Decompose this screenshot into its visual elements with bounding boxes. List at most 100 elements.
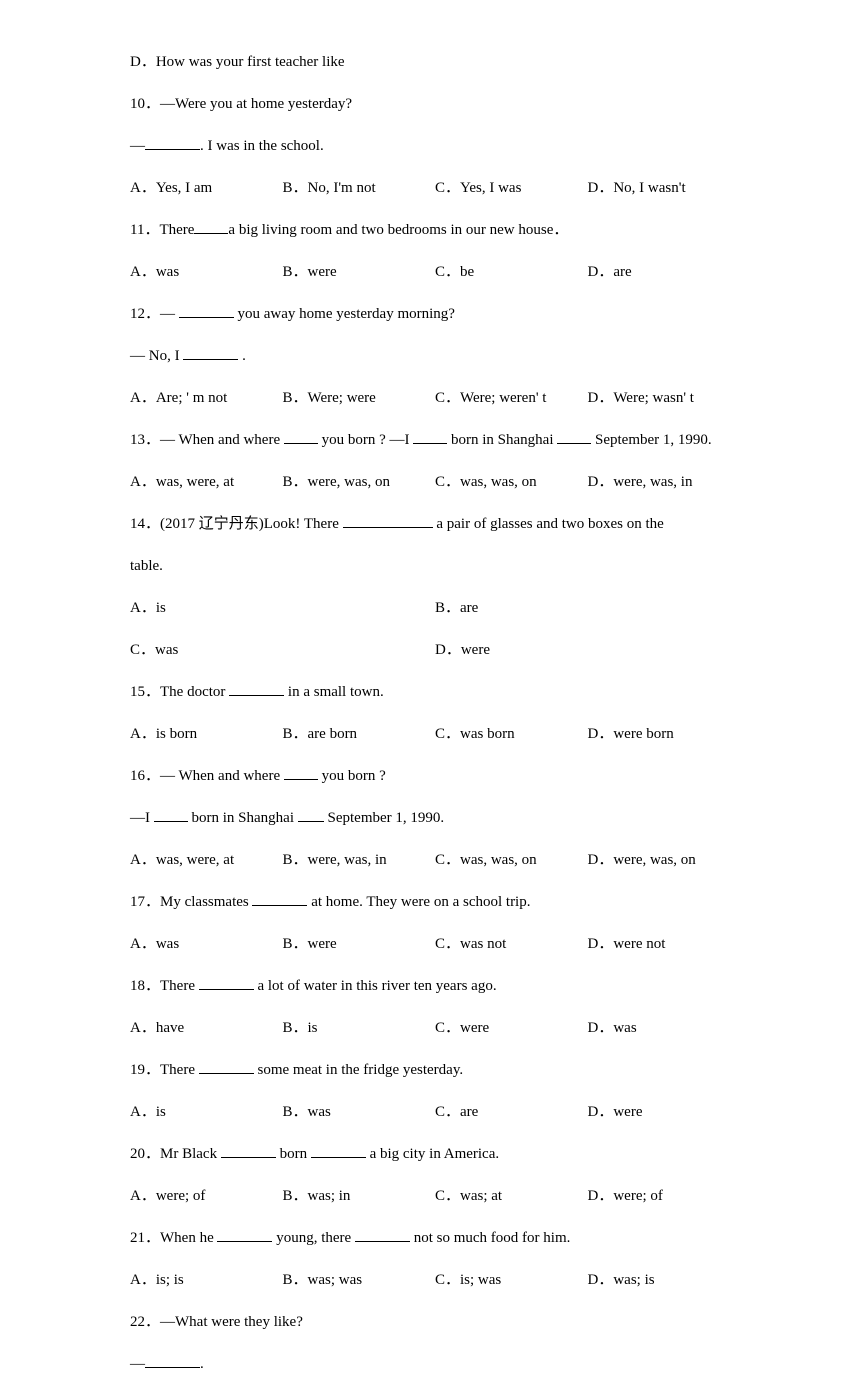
q14-options-2: C．was D．were — [130, 638, 740, 662]
blank — [284, 766, 318, 780]
q11-stem: 11．Therea big living room and two bedroo… — [130, 218, 740, 242]
q14-stem-2: table. — [130, 554, 740, 578]
q14-text-a: 14．(2017 辽宁丹东)Look! There — [130, 516, 343, 532]
blank — [194, 220, 228, 234]
q21-option-a: A．is; is — [130, 1268, 283, 1292]
q16-option-c: C．was, was, on — [435, 848, 588, 872]
q10-option-a: A．Yes, I am — [130, 176, 283, 200]
q11-option-d: D．are — [588, 260, 741, 284]
q17-options: A．was B．were C．was not D．were not — [130, 932, 740, 956]
q17-stem: 17．My classmates at home. They were on a… — [130, 890, 740, 914]
blank — [355, 1228, 410, 1242]
q14-options-1: A．is B．are — [130, 596, 740, 620]
blank — [284, 430, 318, 444]
blank — [343, 514, 433, 528]
q12-options: A．Are; ' m not B．Were; were C．Were; were… — [130, 386, 740, 410]
q16-option-d: D．were, was, on — [588, 848, 741, 872]
blank — [229, 682, 284, 696]
q21-text-a: 21．When he — [130, 1230, 217, 1246]
q14-option-c: C．was — [130, 638, 435, 662]
q14-stem-1: 14．(2017 辽宁丹东)Look! There a pair of glas… — [130, 512, 740, 536]
blank — [183, 346, 238, 360]
q22-stem-2: —. — [130, 1352, 740, 1376]
q22-text-b: . — [200, 1356, 204, 1372]
q16-option-b: B．were, was, in — [283, 848, 436, 872]
q19-option-b: B．was — [283, 1100, 436, 1124]
q18-text-a: 18．There — [130, 978, 199, 994]
q10-text-a: — — [130, 138, 145, 154]
q15-text-b: in a small town. — [284, 684, 384, 700]
q20-text-c: a big city in America. — [366, 1146, 499, 1162]
q19-option-a: A．is — [130, 1100, 283, 1124]
q19-option-c: C．are — [435, 1100, 588, 1124]
q13-text-b: you born ? —I — [318, 432, 413, 448]
q19-option-d: D．were — [588, 1100, 741, 1124]
q20-text-b: born — [276, 1146, 311, 1162]
q13-option-c: C．was, was, on — [435, 470, 588, 494]
q17-option-c: C．was not — [435, 932, 588, 956]
q18-option-b: B．is — [283, 1016, 436, 1040]
q17-option-b: B．were — [283, 932, 436, 956]
q12-text-c: — No, I — [130, 348, 183, 364]
q13-text-a: 13．— When and where — [130, 432, 284, 448]
q18-options: A．have B．is C．were D．was — [130, 1016, 740, 1040]
q17-text-b: at home. They were on a school trip. — [307, 894, 530, 910]
q11-option-b: B．were — [283, 260, 436, 284]
q11-text-a: 11．There — [130, 222, 194, 238]
blank — [252, 892, 307, 906]
q16-text-a: 16．— When and where — [130, 768, 284, 784]
blank — [311, 1144, 366, 1158]
q13-option-d: D．were, was, in — [588, 470, 741, 494]
q16-text-c: —I — [130, 810, 154, 826]
q16-stem-2: —I born in Shanghai September 1, 1990. — [130, 806, 740, 830]
q20-option-a: A．were; of — [130, 1184, 283, 1208]
q21-text-b: young, there — [272, 1230, 354, 1246]
q12-text-a: 12．— — [130, 306, 179, 322]
q13-text-d: September 1, 1990. — [591, 432, 711, 448]
q15-stem: 15．The doctor in a small town. — [130, 680, 740, 704]
blank — [179, 304, 234, 318]
q16-option-a: A．was, were, at — [130, 848, 283, 872]
q12-stem-2: — No, I . — [130, 344, 740, 368]
q10-option-c: C．Yes, I was — [435, 176, 588, 200]
q20-options: A．were; of B．was; in C．was; at D．were; o… — [130, 1184, 740, 1208]
q15-options: A．is born B．are born C．was born D．were b… — [130, 722, 740, 746]
blank — [217, 1228, 272, 1242]
q18-stem: 18．There a lot of water in this river te… — [130, 974, 740, 998]
q20-option-c: C．was; at — [435, 1184, 588, 1208]
q15-option-a: A．is born — [130, 722, 283, 746]
q22-text-a: — — [130, 1356, 145, 1372]
q13-text-c: born in Shanghai — [447, 432, 557, 448]
q19-options: A．is B．was C．are D．were — [130, 1100, 740, 1124]
q-option-d: D．How was your first teacher like — [130, 50, 740, 74]
q10-option-d: D．No, I wasn't — [588, 176, 741, 200]
blank — [413, 430, 447, 444]
q20-option-d: D．were; of — [588, 1184, 741, 1208]
q18-option-d: D．was — [588, 1016, 741, 1040]
q15-option-b: B．are born — [283, 722, 436, 746]
q21-text-c: not so much food for him. — [410, 1230, 570, 1246]
blank — [154, 808, 188, 822]
q12-text-d: . — [238, 348, 246, 364]
q15-option-d: D．were born — [588, 722, 741, 746]
q15-text-a: 15．The doctor — [130, 684, 229, 700]
q21-option-b: B．was; was — [283, 1268, 436, 1292]
q17-option-d: D．were not — [588, 932, 741, 956]
q16-text-d: born in Shanghai — [188, 810, 298, 826]
q12-option-b: B．Were; were — [283, 386, 436, 410]
q15-option-c: C．was born — [435, 722, 588, 746]
q13-options: A．was, were, at B．were, was, on C．was, w… — [130, 470, 740, 494]
blank — [199, 1060, 254, 1074]
blank — [145, 136, 200, 150]
q10-stem-2: — . I was in the school. — [130, 134, 740, 158]
q10-text-b: . I was in the school. — [200, 138, 324, 154]
q12-option-a: A．Are; ' m not — [130, 386, 283, 410]
q19-stem: 19．There some meat in the fridge yesterd… — [130, 1058, 740, 1082]
q12-option-d: D．Were; wasn' t — [588, 386, 741, 410]
q11-option-c: C．be — [435, 260, 588, 284]
q13-option-b: B．were, was, on — [283, 470, 436, 494]
q14-text-b: a pair of glasses and two boxes on the — [433, 516, 664, 532]
q16-text-b: you born ? — [318, 768, 386, 784]
blank — [298, 808, 324, 822]
blank — [199, 976, 254, 990]
